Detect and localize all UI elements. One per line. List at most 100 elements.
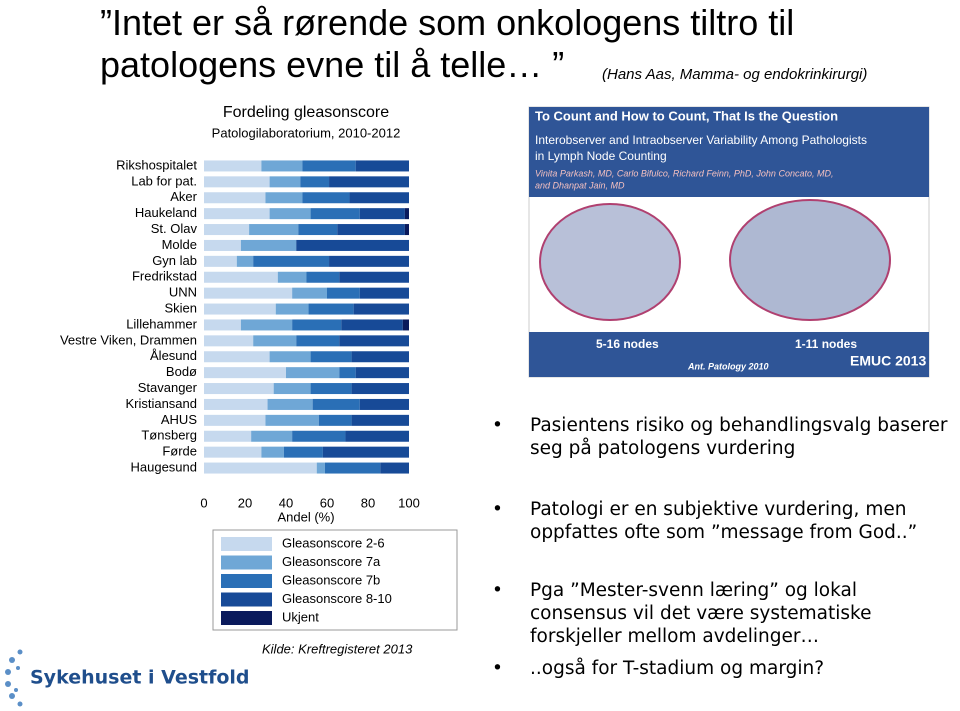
legend-swatch — [221, 611, 272, 625]
bar-segment — [355, 160, 409, 172]
bar-segment — [298, 224, 338, 236]
bullet: ..også for T-stadium og margin? — [490, 657, 955, 680]
bar-segment — [300, 176, 330, 188]
bullet: Pasientens risiko og behandlingsvalg bas… — [490, 414, 955, 460]
bar-segment — [359, 287, 409, 299]
y-tick-label: Gyn lab — [152, 253, 197, 268]
legend-swatch — [221, 574, 272, 588]
bar-segment — [353, 303, 409, 315]
x-tick-label: 20 — [238, 495, 252, 510]
x-axis-label: Andel (%) — [277, 509, 334, 524]
bar-segment — [339, 271, 409, 283]
bar-segment — [312, 398, 360, 410]
bar-segment — [204, 319, 241, 331]
bar-segment — [204, 414, 266, 426]
bar-segment — [380, 462, 409, 474]
image-subheading: Interobserver and Intraobserver Variabil… — [535, 133, 867, 147]
image-badge: EMUC 2013 — [850, 353, 926, 369]
x-tick-label: 60 — [320, 495, 334, 510]
bar-segment — [404, 224, 409, 236]
y-tick-label: Fredrikstad — [132, 269, 197, 284]
bar-segment — [329, 255, 409, 267]
y-tick-label: UNN — [169, 285, 197, 300]
bar-segment — [359, 398, 409, 410]
y-tick-label: St. Olav — [151, 221, 198, 236]
bar-segment — [310, 383, 352, 395]
image-journal: Ant. Patology 2010 — [687, 361, 769, 371]
bar-segment — [310, 351, 352, 363]
title-line: ”Intet er så rørende som onkologens tilt… — [100, 2, 795, 43]
bar-segment — [204, 430, 252, 442]
bar-segment — [249, 224, 299, 236]
bar-segment — [204, 255, 237, 267]
y-tick-label: Lillehammer — [126, 316, 197, 331]
bar-segment — [204, 351, 270, 363]
bar-segment — [204, 271, 278, 283]
y-tick-label: Rikshospitalet — [116, 157, 197, 172]
image-heading: To Count and How to Count, That Is the Q… — [535, 108, 838, 123]
y-tick-label: Vestre Viken, Drammen — [60, 332, 197, 347]
logo: Sykehuset i Vestfold — [30, 667, 250, 689]
chart-title: Fordeling gleasonscore — [223, 104, 389, 121]
image-footer — [529, 332, 929, 377]
x-tick-label: 80 — [361, 495, 375, 510]
bar-segment — [236, 255, 254, 267]
bar-segment — [359, 208, 405, 220]
image-subheading: in Lymph Node Counting — [535, 149, 667, 163]
bar-segment — [296, 239, 409, 251]
bar-segment — [355, 367, 409, 379]
bar-segment — [337, 224, 405, 236]
legend-label: Gleasonscore 7a — [282, 554, 381, 569]
bar-segment — [267, 398, 313, 410]
bar-segment — [306, 271, 340, 283]
bar-segment — [351, 351, 409, 363]
legend-label: Gleasonscore 8-10 — [282, 591, 392, 606]
logo-mark — [5, 649, 23, 707]
bar-segment — [253, 335, 297, 347]
legend-swatch — [221, 537, 272, 551]
bar-segment — [273, 383, 311, 395]
bar-segment — [204, 462, 317, 474]
bar-segment — [277, 271, 307, 283]
bar-segment — [302, 192, 350, 204]
legend-label: Gleasonscore 2-6 — [282, 535, 385, 550]
image-header — [529, 107, 929, 197]
bar-segment — [253, 255, 330, 267]
y-tick-label: Stavanger — [138, 380, 198, 395]
bar-segment — [251, 430, 293, 442]
bar-segment — [204, 208, 270, 220]
bar-segment — [351, 383, 409, 395]
bullet: Pga ”Mester-svenn læring” og lokal conse… — [490, 579, 955, 648]
y-tick-label: Kristiansand — [125, 396, 197, 411]
bar-segment — [327, 287, 360, 299]
bar-segment — [324, 462, 381, 474]
bar-segment — [318, 414, 352, 426]
bar-segment — [204, 287, 293, 299]
bar-segment — [265, 192, 303, 204]
source: Kilde: Kreftregisteret 2013 — [262, 641, 413, 656]
bar-segment — [351, 414, 409, 426]
bar-segment — [269, 351, 311, 363]
bar-segment — [292, 319, 342, 331]
legend-box — [212, 529, 458, 631]
image-caption: 1-11 nodes — [795, 337, 857, 351]
x-tick-label: 100 — [398, 495, 420, 510]
attribution: (Hans Aas, Mamma- og endokrinkirurgi) — [602, 66, 868, 83]
legend-swatch — [221, 555, 272, 570]
y-tick-label: Haugesund — [131, 459, 198, 474]
y-tick-label: Bodø — [166, 364, 197, 379]
y-tick-label: Aker — [170, 189, 197, 204]
bar-segment — [204, 367, 286, 379]
bar-segment — [204, 239, 241, 251]
bar-segment — [296, 335, 340, 347]
y-tick-label: AHUS — [161, 412, 197, 427]
bar-segment — [204, 160, 262, 172]
bar-segment — [308, 303, 354, 315]
image-authors: Vinita Parkash, MD, Carlo Bifulco, Richa… — [535, 168, 833, 178]
bar-segment — [275, 303, 309, 315]
bar-segment — [204, 176, 270, 188]
slide-title: ”Intet er så rørende som onkologens tilt… — [100, 2, 794, 86]
bar-segment — [204, 398, 268, 410]
bullet: Patologi er en subjektive vurdering, men… — [490, 498, 955, 544]
y-tick-label: Førde — [162, 444, 197, 459]
